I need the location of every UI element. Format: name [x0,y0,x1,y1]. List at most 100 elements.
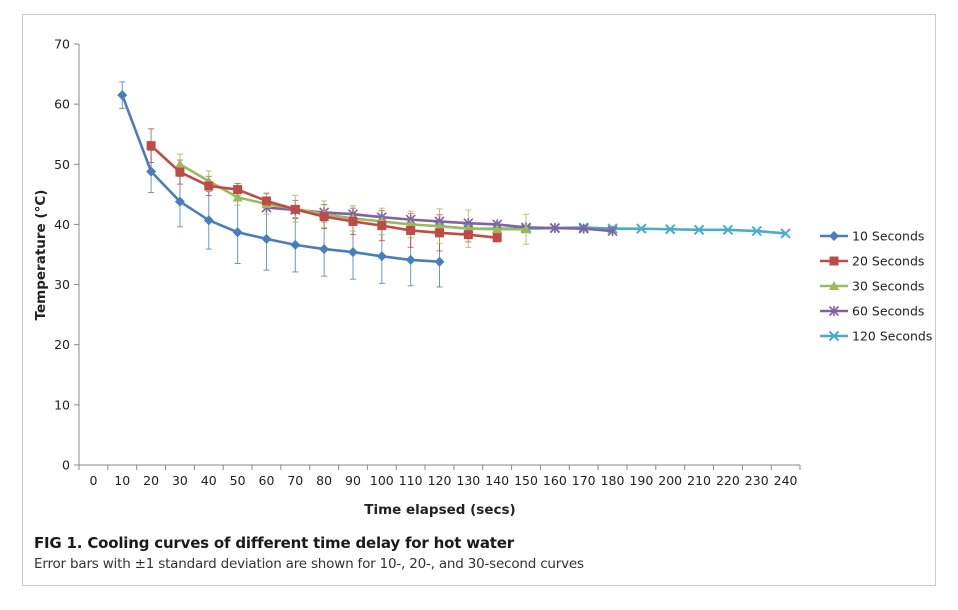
y-tick-label: 10 [54,397,70,412]
x-tick-label: 90 [345,473,361,488]
legend-marker [828,330,840,342]
legend-label: 20 Seconds [852,254,924,269]
data-point [174,159,185,169]
x-tick-label: 240 [774,473,798,488]
y-tick-label: 0 [62,458,70,473]
x-tick-label: 200 [658,473,682,488]
axes: 0 10 20 30 40 50 60 70 0 10 20 30 40 50 60 70 80 90 100 110… [54,37,801,488]
data-point [232,227,243,238]
data-point [636,223,647,234]
data-point [146,141,156,151]
legend-marker [829,256,839,266]
data-point [203,215,214,226]
x-tick-label: 110 [399,473,423,488]
legend-item: 20 Seconds [820,254,924,269]
data-point [319,212,329,222]
y-tick-label: 20 [54,337,70,352]
figure-frame [22,14,936,586]
x-tick-label: 180 [601,473,625,488]
series-line [121,94,440,264]
data-point [693,224,705,236]
y-tick-label: 60 [54,97,70,112]
x-tick-label: 50 [230,473,246,488]
cooling-curves-chart: 0 10 20 30 40 50 60 70 0 10 20 30 40 50 60 70 80 90 100 110… [33,37,932,519]
series-10-seconds [117,90,445,267]
y-axis-title: Temperature (°C) [33,190,49,321]
x-tick-label: 70 [287,473,303,488]
x-tick-label: 100 [370,473,394,488]
x-tick-label: 10 [114,473,130,488]
data-point [751,225,762,237]
data-point [578,223,589,234]
y-tick-label: 40 [54,217,70,232]
legend-item: 60 Seconds [820,304,924,319]
x-tick-label: 230 [745,473,769,488]
data-point [117,90,128,101]
data-point [376,251,387,262]
data-point [347,247,358,258]
data-point [261,233,272,244]
data-point [290,204,300,214]
y-tick-label: 30 [54,277,70,292]
data-point [405,254,416,265]
legend-label: 60 Seconds [852,304,924,319]
x-tick-label: 80 [316,473,332,488]
x-tick-label: 130 [456,473,480,488]
x-tick-label: 190 [629,473,653,488]
legend-label: 30 Seconds [852,279,924,294]
y-tick-label: 50 [54,157,70,172]
error-bars [119,81,530,288]
x-tick-label: 140 [485,473,509,488]
data-point [174,196,185,207]
data-point [521,224,532,234]
legend-label: 120 Seconds [852,329,932,344]
legend-label: 10 Seconds [852,229,924,244]
legend-marker [829,231,839,241]
x-tick-label: 30 [172,473,188,488]
caption-note: Error bars with ±1 standard deviation ar… [34,556,584,572]
data-point [175,167,185,177]
x-tick-label: 0 [89,473,97,488]
data-point [607,225,618,237]
data-point [435,228,444,238]
data-point [204,181,214,191]
data-point [261,196,271,206]
figure-caption: FIG 1. Cooling curves of different time … [34,534,914,572]
x-tick-label: 120 [428,473,452,488]
legend-item: 30 Seconds [820,279,924,294]
x-tick-label: 40 [201,473,217,488]
data-point [492,233,502,243]
caption-title: FIG 1. Cooling curves of different time … [34,534,514,552]
x-tick-label: 60 [259,473,275,488]
data-point [463,230,473,240]
x-axis-title: Time elapsed (secs) [364,502,515,518]
x-tick-label: 210 [687,473,711,488]
data-point [722,224,734,236]
legend-item: 120 Seconds [820,329,932,344]
data-point [290,239,301,250]
data-point [549,222,560,234]
legend-item: 10 Seconds [820,229,924,244]
data-point [348,216,358,226]
x-tick-label: 160 [543,473,567,488]
y-tick-label: 70 [54,37,70,52]
data-point [319,244,330,255]
legend-marker [829,281,839,290]
data-point [232,192,243,202]
data-point [233,185,243,195]
x-tick-label: 20 [143,473,159,488]
data-point [434,221,445,231]
x-tick-label: 170 [572,473,596,488]
legend: 10 Seconds 20 Seconds 30 Seconds 60 Seconds… [820,229,932,344]
data-point [406,225,416,235]
data-point [780,228,791,239]
data-point [492,224,503,234]
data-point [434,256,445,267]
x-tick-label: 150 [514,473,538,488]
legend-marker [828,305,840,317]
x-tick-label: 220 [716,473,740,488]
series-20-seconds [146,141,502,243]
data-point [665,224,676,235]
data-point [377,221,387,231]
series-lines [117,90,791,267]
